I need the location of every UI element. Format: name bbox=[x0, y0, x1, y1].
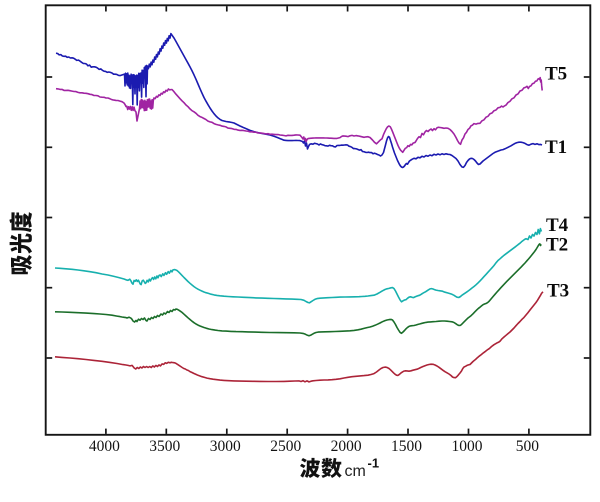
svg-text:T3: T3 bbox=[547, 281, 569, 302]
svg-text:1500: 1500 bbox=[391, 438, 422, 455]
svg-text:4000: 4000 bbox=[89, 438, 120, 455]
svg-text:2000: 2000 bbox=[331, 438, 362, 455]
svg-text:T2: T2 bbox=[546, 235, 568, 256]
svg-text:cm: cm bbox=[345, 463, 366, 480]
svg-text:3000: 3000 bbox=[210, 438, 241, 455]
svg-text:2500: 2500 bbox=[270, 438, 301, 455]
svg-text:1000: 1000 bbox=[452, 438, 483, 455]
svg-text:500: 500 bbox=[516, 438, 540, 455]
svg-text:T1: T1 bbox=[545, 137, 567, 158]
svg-text:T5: T5 bbox=[545, 64, 567, 85]
svg-text:-1: -1 bbox=[368, 456, 380, 471]
svg-text:T4: T4 bbox=[546, 215, 569, 236]
svg-text:3500: 3500 bbox=[149, 438, 180, 455]
